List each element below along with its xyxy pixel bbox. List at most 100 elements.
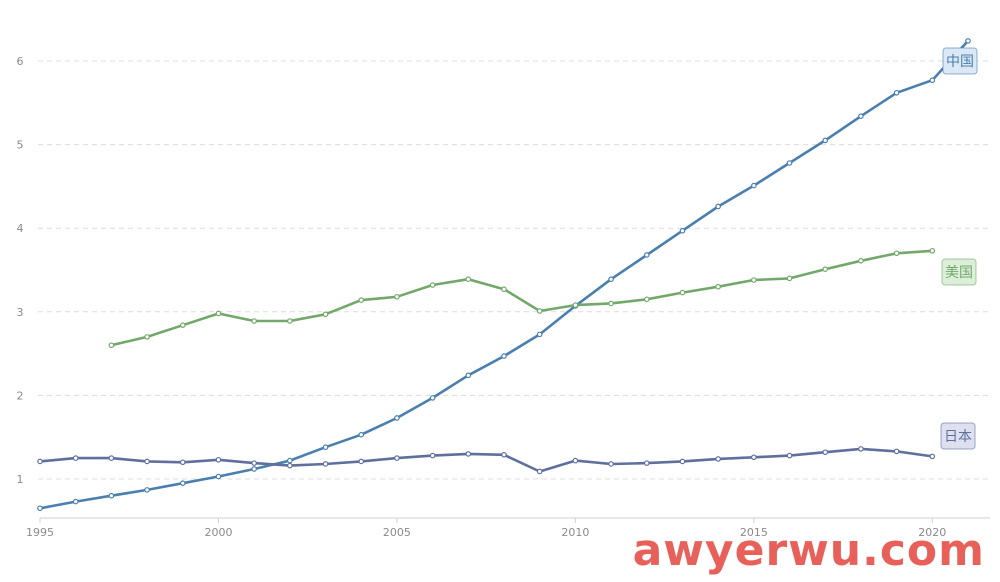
data-point [215,473,222,480]
y-tick-label: 4 [17,222,24,235]
x-tick-label: 2020 [918,526,946,539]
data-point [751,182,757,189]
data-point [858,446,864,452]
data-point [751,454,757,461]
data-point [643,296,650,303]
x-axis: 1995 2000 2005 2010 2015 2020 [26,517,990,539]
data-point [965,38,971,44]
y-tick-label: 1 [17,473,24,486]
data-point [929,247,936,254]
data-point [287,318,293,324]
data-point [751,277,757,283]
data-point [679,227,686,234]
data-point [715,203,721,210]
data-point [786,160,793,166]
data-point [429,282,436,288]
data-point [572,457,579,464]
series-label-text: 中国 [946,54,974,70]
data-point [394,415,400,421]
data-point [929,77,936,84]
data-point [394,455,400,461]
data-point [786,275,793,282]
data-point [179,480,186,486]
series-line [38,39,970,510]
series-line [110,249,934,347]
data-point [608,300,614,307]
series-label: 美国 [941,258,977,286]
data-point [893,250,900,257]
x-tick-label: 1995 [26,526,54,539]
data-point [179,459,186,466]
data-point [251,460,257,466]
series-label-box [941,258,977,286]
data-point [643,252,650,258]
y-tick-label: 2 [17,389,24,402]
data-point [822,449,829,456]
data-point [501,286,507,293]
y-tick-label: 6 [17,55,24,68]
data-point [429,395,436,401]
data-point [608,276,614,282]
data-point [37,458,43,465]
data-point [215,310,222,317]
series-label-box [940,422,976,450]
data-point [394,293,400,300]
data-point [144,487,150,493]
data-point [287,457,293,464]
data-point [465,276,472,282]
data-point [322,461,329,467]
data-point [536,331,543,338]
data-point [501,353,507,359]
data-point [215,456,222,463]
data-point [108,492,115,499]
data-point [822,266,829,272]
data-point [929,453,936,460]
data-point [358,431,365,438]
data-point [822,137,829,144]
y-tick-label: 3 [17,306,24,319]
data-point [465,372,472,379]
data-point [251,466,257,472]
data-point [322,444,329,451]
watermark-text: awyerwu.com [633,525,985,576]
x-tick-label: 2015 [740,526,768,539]
data-point [429,452,436,459]
data-point [893,448,900,455]
series-label: 日本 [940,422,976,450]
data-point [108,455,115,461]
series-label-text: 美国 [945,265,973,281]
grid-lines [38,60,990,480]
y-axis: 1 2 3 4 5 6 [17,55,24,486]
data-point [858,113,864,119]
data-point [37,505,43,512]
data-point [358,297,365,303]
x-tick-label: 2010 [561,526,589,539]
data-point [786,452,793,459]
x-tick-label: 2005 [383,526,411,539]
data-point [251,318,257,324]
data-point [536,468,543,475]
data-point [858,258,864,264]
data-point [679,458,686,465]
data-point [72,455,79,461]
series-lines [37,38,971,512]
series-3 [37,446,936,475]
series-label: 中国 [942,47,978,75]
data-point [572,302,579,308]
data-point [608,461,614,467]
data-point [322,311,329,318]
data-point [715,456,721,462]
data-point [144,458,150,465]
data-point [179,322,186,328]
series-label-text: 日本 [944,429,972,445]
x-tick-label: 2000 [204,526,232,539]
series-1 [37,38,971,512]
data-point [893,89,900,96]
data-point [108,342,115,349]
data-point [679,289,686,296]
series-line [38,447,934,473]
data-point [287,462,293,469]
data-point [144,334,150,340]
